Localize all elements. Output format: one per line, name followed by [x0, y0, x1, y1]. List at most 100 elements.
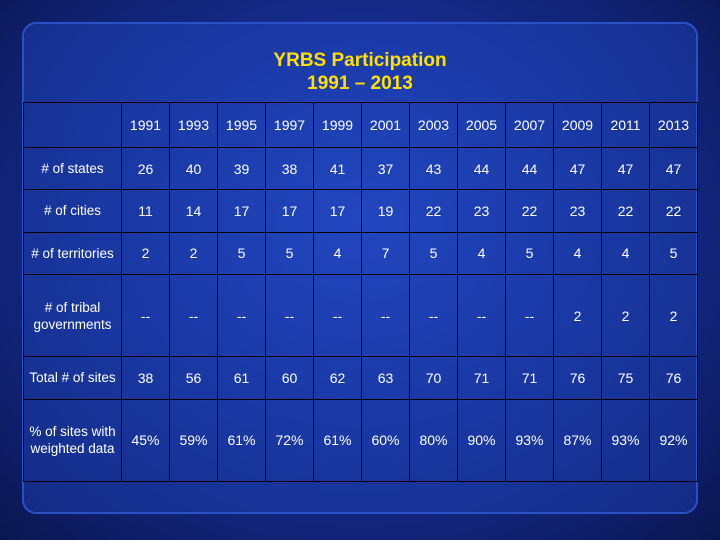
- table-cell: 38: [121, 356, 170, 400]
- year-header: 2005: [457, 102, 506, 148]
- year-header: 2013: [649, 102, 698, 148]
- table-cell: 61%: [217, 398, 266, 483]
- table-cell: 59%: [169, 398, 218, 483]
- year-header: 1993: [169, 102, 218, 148]
- table-cell: 5: [649, 231, 698, 275]
- table-cell: 11: [121, 189, 170, 233]
- year-header: 1999: [313, 102, 362, 148]
- table-cell: 45%: [121, 398, 170, 483]
- table-cell: 71: [505, 356, 554, 400]
- table-cell: 93%: [505, 398, 554, 483]
- table-cell: 26: [121, 146, 170, 191]
- slide-subtitle: 1991 – 2013: [307, 73, 413, 94]
- table-cell: 2: [553, 273, 602, 358]
- row-label: # of cities: [23, 189, 122, 233]
- row-label: # of states: [23, 146, 122, 191]
- table-cell: 44: [505, 146, 554, 191]
- table-row: % of sites with weighted data 45% 59% 61% 72…: [23, 398, 698, 483]
- table-cell: 5: [409, 231, 458, 275]
- table-cell: 23: [553, 189, 602, 233]
- table-cell: 71: [457, 356, 506, 400]
- table-cell: 4: [313, 231, 362, 275]
- table-cell: 2: [121, 231, 170, 275]
- table-cell: 17: [313, 189, 362, 233]
- table-cell: 19: [361, 189, 410, 233]
- table-cell: 92%: [649, 398, 698, 483]
- corner-cell: [23, 102, 122, 148]
- table-row: Total # of sites 38 56 61 60 62 63 70 71 71 76 75 76: [23, 356, 698, 400]
- table-cell: 23: [457, 189, 506, 233]
- table-cell: 7: [361, 231, 410, 275]
- table-cell: 2: [649, 273, 698, 358]
- year-header: 2011: [601, 102, 650, 148]
- table-cell: 43: [409, 146, 458, 191]
- table-row: # of states 26 40 39 38 41 37 43 44 44 47 47 47: [23, 146, 698, 191]
- year-header: 2007: [505, 102, 554, 148]
- table-cell: 37: [361, 146, 410, 191]
- table-cell: --: [409, 273, 458, 358]
- year-header: 1995: [217, 102, 266, 148]
- table-cell: 14: [169, 189, 218, 233]
- table-cell: 56: [169, 356, 218, 400]
- row-label: # of tribal governments: [23, 273, 122, 358]
- row-label: Total # of sites: [23, 356, 122, 400]
- table-row: # of cities 11 14 17 17 17 19 22 23 22 23 22 22: [23, 189, 698, 233]
- table-cell: 63: [361, 356, 410, 400]
- table-cell: 38: [265, 146, 314, 191]
- table-cell: 60: [265, 356, 314, 400]
- table-cell: 62: [313, 356, 362, 400]
- table-row: # of territories 2 2 5 5 4 7 5 4 5 4 4 5: [23, 231, 698, 275]
- table-cell: 76: [649, 356, 698, 400]
- table-cell: 61: [217, 356, 266, 400]
- header-row: 1991 1993 1995 1997 1999 2001 2003 2005 …: [23, 102, 698, 148]
- table-cell: 5: [505, 231, 554, 275]
- table-cell: 44: [457, 146, 506, 191]
- table-cell: --: [313, 273, 362, 358]
- year-header: 2003: [409, 102, 458, 148]
- table-cell: --: [265, 273, 314, 358]
- table-cell: 4: [457, 231, 506, 275]
- table-cell: 87%: [553, 398, 602, 483]
- table-cell: 76: [553, 356, 602, 400]
- table-cell: 22: [409, 189, 458, 233]
- table-cell: 4: [553, 231, 602, 275]
- table-cell: 47: [601, 146, 650, 191]
- table-cell: --: [361, 273, 410, 358]
- table-cell: 90%: [457, 398, 506, 483]
- table-cell: --: [505, 273, 554, 358]
- table-cell: --: [121, 273, 170, 358]
- year-header: 1997: [265, 102, 314, 148]
- table-cell: 17: [265, 189, 314, 233]
- table-cell: 72%: [265, 398, 314, 483]
- table-cell: 17: [217, 189, 266, 233]
- table-cell: 70: [409, 356, 458, 400]
- table-cell: 4: [601, 231, 650, 275]
- table-cell: 41: [313, 146, 362, 191]
- table-cell: 5: [265, 231, 314, 275]
- table-cell: 22: [649, 189, 698, 233]
- row-label: % of sites with weighted data: [23, 398, 122, 483]
- table-cell: 22: [601, 189, 650, 233]
- table-cell: 80%: [409, 398, 458, 483]
- year-header: 1991: [121, 102, 170, 148]
- table-row: # of tribal governments -- -- -- -- -- -- -- -- -…: [23, 273, 698, 358]
- table-cell: --: [169, 273, 218, 358]
- table-cell: 61%: [313, 398, 362, 483]
- table-cell: 75: [601, 356, 650, 400]
- table-cell: 22: [505, 189, 554, 233]
- table-cell: 39: [217, 146, 266, 191]
- table-cell: 2: [169, 231, 218, 275]
- table-cell: 93%: [601, 398, 650, 483]
- table-cell: 47: [553, 146, 602, 191]
- table-cell: --: [457, 273, 506, 358]
- row-label: # of territories: [23, 231, 122, 275]
- table-cell: 5: [217, 231, 266, 275]
- table-cell: 47: [649, 146, 698, 191]
- table-cell: 40: [169, 146, 218, 191]
- year-header: 2009: [553, 102, 602, 148]
- slide-title: YRBS Participation: [273, 50, 447, 71]
- table-cell: 60%: [361, 398, 410, 483]
- table-cell: --: [217, 273, 266, 358]
- table-cell: 2: [601, 273, 650, 358]
- participation-table: 1991 1993 1995 1997 1999 2001 2003 2005 …: [23, 102, 698, 483]
